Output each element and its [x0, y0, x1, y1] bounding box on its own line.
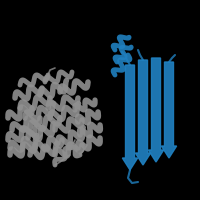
FancyArrow shape: [161, 62, 177, 158]
FancyArrow shape: [148, 58, 164, 162]
FancyArrow shape: [135, 60, 151, 165]
FancyArrow shape: [122, 65, 138, 170]
